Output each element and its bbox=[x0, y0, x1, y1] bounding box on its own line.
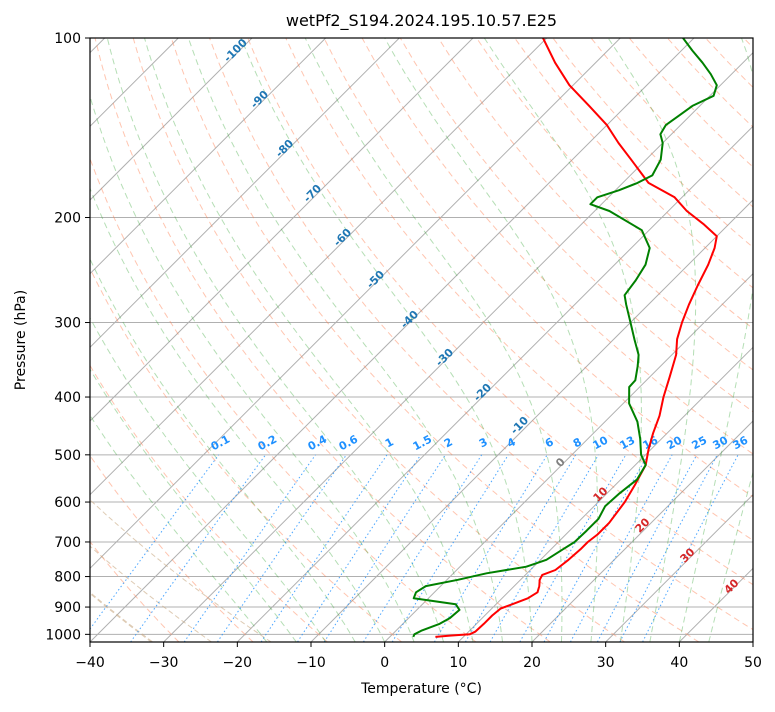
y-tick-label: 400 bbox=[54, 390, 81, 406]
x-tick-label: −30 bbox=[149, 655, 179, 671]
x-tick-label: 50 bbox=[744, 655, 762, 671]
y-tick-label: 700 bbox=[54, 535, 81, 551]
x-tick-label: 10 bbox=[449, 655, 467, 671]
y-axis-label: Pressure (hPa) bbox=[13, 290, 29, 390]
x-tick-label: 20 bbox=[523, 655, 541, 671]
y-tick-label: 300 bbox=[54, 316, 81, 332]
y-tick-label: 200 bbox=[54, 211, 81, 227]
x-tick-label: −20 bbox=[223, 655, 253, 671]
x-tick-label: −10 bbox=[296, 655, 326, 671]
y-tick-label: 1000 bbox=[45, 627, 81, 643]
x-tick-label: 30 bbox=[597, 655, 615, 671]
y-tick-label: 800 bbox=[54, 570, 81, 586]
y-tick-label: 900 bbox=[54, 600, 81, 616]
y-tick-label: 500 bbox=[54, 448, 81, 464]
chart-title: wetPf2_S194.2024.195.10.57.E25 bbox=[286, 11, 557, 31]
x-axis-label: Temperature (°C) bbox=[360, 681, 482, 697]
y-tick-label: 600 bbox=[54, 495, 81, 511]
x-tick-label: 0 bbox=[380, 655, 389, 671]
x-tick-label: 40 bbox=[670, 655, 688, 671]
y-tick-label: 100 bbox=[54, 31, 81, 47]
x-tick-label: −40 bbox=[75, 655, 105, 671]
